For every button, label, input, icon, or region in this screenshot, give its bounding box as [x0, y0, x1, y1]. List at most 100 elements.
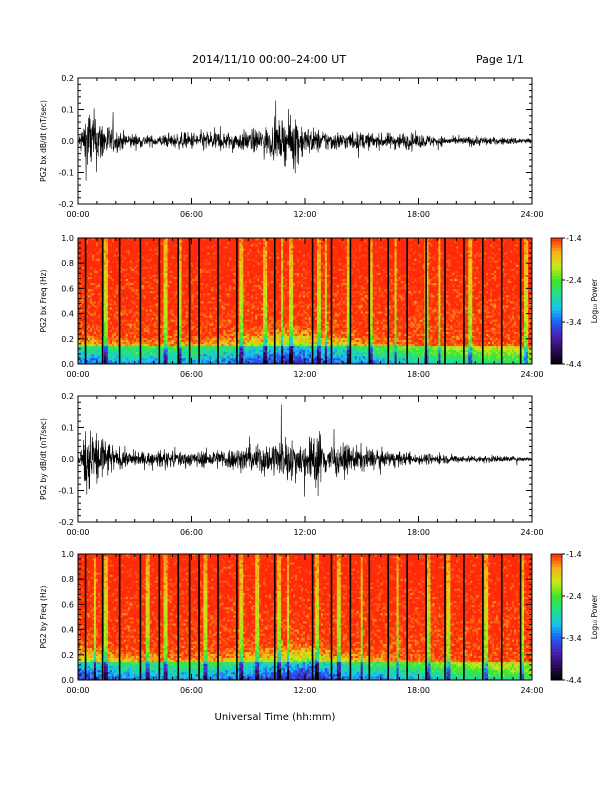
heatmap-cell: [111, 292, 115, 296]
heatmap-cell: [123, 355, 127, 359]
heatmap-cell: [103, 240, 107, 243]
heatmap-cell: [161, 305, 165, 308]
heatmap-cell: [85, 305, 89, 308]
heatmap-cell: [87, 242, 91, 245]
heatmap-cell: [111, 315, 115, 318]
heatmap-cell: [137, 309, 141, 312]
heatmap-cell: [149, 323, 153, 326]
heatmap-cell: [123, 280, 127, 284]
heatmap-cell: [115, 359, 119, 363]
heatmap-cell: [103, 329, 107, 332]
heatmap-cell: [123, 333, 127, 336]
heatmap-cell: [161, 341, 165, 345]
heatmap-cell: [155, 298, 159, 302]
heatmap-cell: [91, 329, 95, 332]
heatmap-cell: [131, 264, 135, 267]
heatmap-cell: [85, 353, 89, 357]
heatmap-cell: [153, 268, 157, 271]
heatmap-cell: [103, 305, 107, 308]
heatmap-cell: [113, 317, 117, 320]
heatmap-cell: [165, 345, 168, 349]
heatmap-cell: [137, 254, 141, 257]
heatmap-cell: [105, 278, 109, 282]
heatmap-cell: [153, 301, 157, 304]
heatmap-cell: [133, 246, 137, 249]
heatmap-cell: [81, 240, 85, 243]
heatmap-cell: [133, 311, 137, 314]
heatmap-cell: [151, 286, 155, 290]
heatmap-cell: [103, 254, 107, 257]
heatmap-cell: [151, 280, 155, 284]
heatmap-cell: [119, 329, 123, 332]
heatmap-cell: [159, 288, 163, 292]
heatmap-cell: [163, 256, 167, 259]
heatmap-cell: [123, 296, 127, 300]
heatmap-cell: [79, 298, 83, 302]
heatmap-cell: [99, 290, 103, 294]
heatmap-cell: [121, 244, 125, 247]
heatmap-cell: [121, 258, 125, 261]
heatmap-cell: [121, 343, 125, 347]
heatmap-cell: [123, 248, 127, 251]
heatmap-cell: [137, 315, 141, 318]
heatmap-cell: [135, 288, 139, 292]
heatmap-cell: [109, 256, 113, 259]
heatmap-cell: [131, 331, 135, 334]
heatmap-cell: [95, 248, 99, 251]
heatmap-cell: [103, 244, 107, 247]
heatmap-cell: [137, 355, 141, 359]
heatmap-cell: [131, 288, 135, 292]
heatmap-cell: [145, 242, 149, 245]
heatmap-cell: [163, 307, 167, 310]
heatmap-cell: [127, 341, 131, 345]
heatmap-cell: [153, 298, 157, 302]
heatmap-cell: [133, 242, 137, 245]
heatmap-cell: [99, 296, 103, 300]
heatmap-cell: [147, 355, 151, 359]
heatmap-cell: [79, 323, 83, 326]
heatmap-cell: [121, 264, 125, 267]
heatmap-cell: [131, 246, 135, 249]
heatmap-cell: [79, 254, 83, 257]
heatmap-cell: [93, 282, 97, 286]
heatmap-cell: [87, 238, 91, 241]
heatmap-cell: [151, 309, 155, 312]
heatmap-cell: [143, 347, 147, 351]
heatmap-cell: [137, 256, 141, 259]
heatmap-cell: [78, 292, 81, 296]
heatmap-cell: [93, 288, 97, 292]
heatmap-cell: [149, 282, 153, 286]
heatmap-cell: [81, 284, 85, 288]
heatmap-cell: [91, 274, 95, 278]
heatmap-cell: [119, 351, 123, 355]
heatmap-cell: [97, 323, 101, 326]
heatmap-cell: [91, 355, 95, 359]
heatmap-cell: [79, 303, 83, 306]
heatmap-cell: [137, 268, 141, 271]
heatmap-cell: [145, 270, 149, 273]
heatmap-cell: [109, 343, 113, 347]
heatmap-cell: [141, 270, 145, 273]
heatmap-cell: [141, 353, 145, 357]
heatmap-cell: [91, 260, 95, 263]
heatmap-cell: [95, 262, 99, 265]
heatmap-cell: [107, 270, 111, 273]
heatmap-cell: [155, 309, 159, 312]
heatmap-cell: [103, 335, 107, 338]
heatmap-cell: [95, 353, 99, 357]
heatmap-cell: [107, 248, 111, 251]
heatmap-cell: [161, 309, 165, 312]
heatmap-cell: [153, 347, 157, 351]
heatmap-cell: [135, 323, 139, 326]
heatmap-cell: [125, 250, 129, 253]
heatmap-cell: [127, 329, 131, 332]
heatmap-cell: [137, 347, 141, 351]
heatmap-cell: [131, 286, 135, 290]
heatmap-cell: [81, 280, 85, 284]
heatmap-cell: [123, 260, 127, 263]
heatmap-cell: [103, 309, 107, 312]
heatmap-cell: [115, 280, 119, 284]
heatmap-cell: [103, 274, 107, 278]
heatmap-cell: [155, 272, 159, 275]
heatmap-cell: [141, 313, 145, 316]
